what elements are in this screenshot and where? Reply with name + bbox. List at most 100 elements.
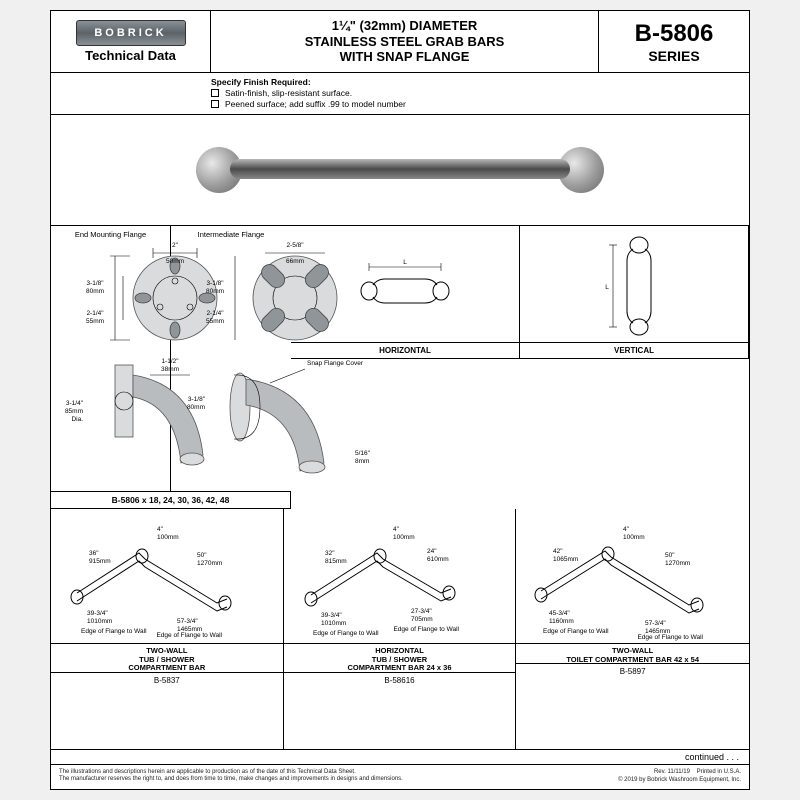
cell-bar-b: 4" 100mm 32" 815mm 24" 610mm 39-3/4" 101… — [284, 509, 517, 750]
svg-text:915mm: 915mm — [89, 558, 111, 565]
header-brand-block: BOBRICK Technical Data — [51, 11, 211, 72]
svg-text:Edge of Flange to Wall: Edge of Flange to Wall — [313, 630, 379, 637]
svg-text:Edge of Flange to Wall: Edge of Flange to Wall — [543, 628, 609, 635]
header-model-block: B-5806 SERIES — [599, 11, 749, 72]
svg-text:Snap Flange Cover: Snap Flange Cover — [307, 360, 364, 367]
svg-text:2-1/4": 2-1/4" — [206, 310, 224, 317]
cell-vertical: L VERTICAL — [520, 226, 749, 359]
svg-text:3-1/4": 3-1/4" — [66, 400, 84, 407]
svg-text:55mm: 55mm — [206, 318, 224, 325]
svg-text:Dia.: Dia. — [71, 416, 83, 423]
grab-bar-image — [190, 145, 610, 195]
svg-text:39-3/4": 39-3/4" — [87, 610, 108, 617]
finish-option-2: Peened surface; add suffix .99 to model … — [225, 99, 406, 109]
svg-text:42": 42" — [553, 548, 563, 555]
svg-text:57-3/4": 57-3/4" — [177, 618, 198, 625]
footer: The illustrations and descriptions herei… — [51, 764, 749, 789]
svg-text:Edge of Flange to Wall: Edge of Flange to Wall — [156, 632, 222, 639]
svg-text:1010mm: 1010mm — [321, 620, 346, 627]
bar-c-diagram: 4" 100mm 42" 1065mm 50" 1270mm 45-3/4" 1… — [523, 513, 743, 643]
svg-text:50": 50" — [665, 552, 675, 559]
diagram-row-2: 4" 100mm 36" 915mm 50" 1270mm 39-3/4" 10… — [51, 509, 749, 750]
cell-int-flange: Intermediate Flange 2-5/8" — [171, 226, 291, 492]
svg-text:80mm: 80mm — [86, 288, 104, 295]
footer-copyright: © 2019 by Bobrick Washroom Equipment, In… — [618, 777, 741, 783]
svg-text:85mm: 85mm — [65, 408, 83, 415]
brand-logo: BOBRICK — [76, 20, 186, 46]
continued: continued . . . — [51, 750, 749, 764]
header: BOBRICK Technical Data 1¼" (32mm) DIAMET… — [51, 11, 749, 73]
svg-text:3-1/8": 3-1/8" — [206, 280, 224, 287]
svg-text:3-1/8": 3-1/8" — [86, 280, 104, 287]
body: L HORIZONTAL L — [51, 115, 749, 764]
cell-end-flange: End Mounting Flange — [51, 226, 171, 492]
tech-data-sheet: BOBRICK Technical Data 1¼" (32mm) DIAMET… — [50, 10, 750, 790]
elbow-right-diagram: Snap Flange Cover 3-1/8" 80mm 5/16" 8mm — [175, 355, 385, 485]
cell-bar-c: 4" 100mm 42" 1065mm 50" 1270mm 45-3/4" 1… — [516, 509, 749, 750]
model-bar-b: B-58616 — [284, 672, 516, 688]
svg-text:24": 24" — [427, 548, 437, 555]
header-subtitle: Technical Data — [85, 48, 176, 63]
specify-label: Specify Finish Required: — [211, 77, 311, 87]
svg-text:36": 36" — [89, 550, 99, 557]
title-line1: 1¼" (32mm) DIAMETER — [332, 18, 478, 33]
disclaimer-1: The illustrations and descriptions herei… — [59, 769, 356, 775]
checkbox-icon[interactable] — [211, 100, 219, 108]
footer-rev: Rev. 11/11/19 — [654, 769, 690, 775]
model-number: B-5806 — [635, 20, 714, 48]
svg-text:100mm: 100mm — [393, 534, 415, 541]
label-vertical: VERTICAL — [520, 342, 748, 358]
specify-finish: Specify Finish Required: Satin-finish, s… — [51, 73, 749, 115]
svg-text:100mm: 100mm — [623, 534, 645, 541]
model-bar-c: B-5897 — [516, 663, 749, 679]
svg-text:1010mm: 1010mm — [87, 618, 112, 625]
svg-text:4": 4" — [623, 526, 630, 533]
svg-text:L: L — [403, 259, 407, 266]
svg-text:55mm: 55mm — [86, 318, 104, 325]
title-line3: WITH SNAP FLANGE — [340, 49, 470, 64]
svg-text:27-3/4": 27-3/4" — [411, 608, 432, 615]
sizes-row: B-5806 x 18, 24, 30, 36, 42, 48 — [51, 492, 291, 509]
svg-text:1160mm: 1160mm — [549, 618, 574, 625]
svg-text:5/16": 5/16" — [355, 450, 371, 457]
svg-text:80mm: 80mm — [206, 288, 224, 295]
model-bar-a: B-5837 — [51, 672, 283, 688]
svg-text:1270mm: 1270mm — [197, 560, 222, 567]
svg-text:45-3/4": 45-3/4" — [549, 610, 570, 617]
bar-b-diagram: 4" 100mm 32" 815mm 24" 610mm 39-3/4" 101… — [289, 513, 509, 643]
svg-text:57-3/4": 57-3/4" — [645, 620, 666, 627]
svg-text:Edge of Flange to Wall: Edge of Flange to Wall — [81, 628, 147, 635]
svg-text:8mm: 8mm — [355, 458, 369, 465]
svg-text:705mm: 705mm — [411, 616, 433, 623]
svg-text:100mm: 100mm — [157, 534, 179, 541]
svg-text:Edge of Flange to Wall: Edge of Flange to Wall — [394, 626, 460, 633]
checkbox-icon[interactable] — [211, 89, 219, 97]
caption-int-flange: Intermediate Flange — [175, 230, 287, 239]
footer-printed: Printed in U.S.A. — [697, 769, 741, 775]
bar-a-diagram: 4" 100mm 36" 915mm 50" 1270mm 39-3/4" 10… — [57, 513, 277, 643]
svg-text:4": 4" — [393, 526, 400, 533]
int-flange-diagram: 2-5/8" 66mm 3-1/8" 80mm 2-1/4" 55mm — [175, 243, 385, 353]
svg-text:1270mm: 1270mm — [665, 560, 690, 567]
svg-text:815mm: 815mm — [325, 558, 347, 565]
svg-text:80mm: 80mm — [187, 404, 205, 411]
product-photo — [51, 115, 749, 225]
svg-text:50": 50" — [197, 552, 207, 559]
series-label: SERIES — [648, 48, 699, 64]
caption-end-flange: End Mounting Flange — [55, 230, 166, 239]
svg-text:4": 4" — [157, 526, 164, 533]
finish-option-1: Satin-finish, slip-resistant surface. — [225, 88, 352, 98]
svg-text:66mm: 66mm — [286, 258, 304, 265]
svg-text:32": 32" — [325, 550, 335, 557]
svg-text:2-5/8": 2-5/8" — [286, 242, 304, 249]
diagram-row-1: L HORIZONTAL L — [51, 225, 749, 509]
svg-text:2-1/4": 2-1/4" — [86, 310, 104, 317]
vertical-diagram: L — [599, 231, 669, 341]
title-line2: STAINLESS STEEL GRAB BARS — [305, 34, 505, 49]
svg-text:L: L — [605, 284, 609, 291]
cell-bar-a: 4" 100mm 36" 915mm 50" 1270mm 39-3/4" 10… — [51, 509, 284, 750]
header-title: 1¼" (32mm) DIAMETER STAINLESS STEEL GRAB… — [211, 11, 599, 72]
svg-text:3-1/8": 3-1/8" — [188, 396, 206, 403]
disclaimer-2: The manufacturer reserves the right to, … — [59, 776, 403, 782]
svg-text:610mm: 610mm — [427, 556, 449, 563]
